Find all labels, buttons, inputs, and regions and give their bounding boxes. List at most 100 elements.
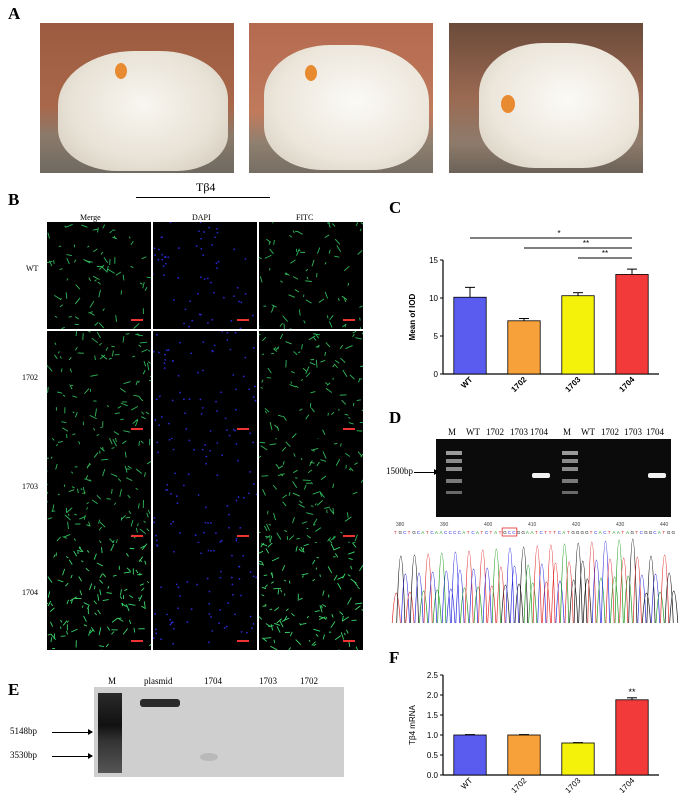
fitc-cell [324, 291, 328, 299]
fitc-cell [141, 587, 145, 592]
gel-d-lane-label: WT [466, 427, 480, 437]
fitc-cell [125, 604, 130, 612]
fitc-cell [79, 590, 83, 596]
dapi-dot [203, 531, 206, 534]
micrograph-1704-merge [47, 543, 151, 650]
fitc-cell [118, 617, 122, 619]
base-call: T [394, 530, 397, 535]
fitc-cell [268, 625, 274, 628]
trace-peak [496, 566, 506, 624]
fitc-cell [148, 349, 151, 352]
fitc-cell [265, 535, 271, 539]
fitc-cell [311, 259, 315, 267]
fitc-cell [137, 503, 140, 509]
dapi-dot [253, 483, 255, 485]
fitc-cell [311, 641, 316, 646]
fitc-cell [57, 493, 60, 496]
fitc-cell [263, 574, 268, 577]
fitc-cell [299, 622, 302, 626]
fitc-cell [127, 494, 131, 499]
fitc-cell [268, 523, 272, 526]
fitc-cell [107, 585, 110, 589]
fitc-cell [66, 507, 73, 514]
fitc-cell [338, 649, 340, 650]
significance-marker: ** [628, 687, 636, 697]
fitc-cell [102, 446, 104, 451]
trace-peak [478, 549, 488, 624]
dapi-dot [211, 349, 214, 352]
fitc-cell [320, 459, 327, 462]
micrograph-wt-dapi [153, 222, 257, 329]
base-call: T [408, 530, 411, 535]
fitc-cell [105, 643, 109, 648]
fitc-cell [93, 600, 97, 605]
fitc-cell [288, 294, 296, 298]
fitc-cell [106, 498, 111, 500]
fitc-cell [47, 500, 48, 503]
dapi-dot [207, 522, 209, 524]
mrna-bar-chart: 0.0 0.5 1.0 1.5 2.0 2.5 Tβ4 mRNA WT 1702 1703 1704… [408, 671, 659, 795]
fitc-cell [281, 617, 290, 622]
fitc-cell [135, 527, 138, 533]
fitc-cell [357, 250, 363, 255]
fitc-cell [146, 276, 151, 279]
fitc-cell [282, 315, 288, 322]
dapi-dot [210, 616, 213, 618]
dapi-dot [232, 593, 234, 596]
dapi-dot [164, 353, 166, 356]
dapi-dot [193, 448, 196, 451]
fitc-cell [68, 489, 75, 493]
base-call: A [530, 530, 534, 535]
fitc-cell [123, 571, 132, 574]
fitc-cell [144, 560, 147, 565]
dapi-dot [158, 351, 160, 354]
dapi-dot [216, 474, 219, 477]
row-label-1703: 1703 [22, 482, 38, 491]
fitc-cell [139, 341, 148, 344]
fitc-cell [334, 359, 340, 364]
dapi-dot [200, 237, 203, 240]
dapi-dot [208, 641, 210, 644]
base-call: T [544, 530, 547, 535]
fitc-cell [306, 372, 311, 378]
dapi-dot [227, 602, 230, 604]
fitc-cell [87, 245, 90, 248]
dapi-dot [208, 590, 211, 593]
fitc-cell [289, 234, 293, 238]
fitc-cell [348, 422, 354, 425]
dapi-dot [211, 629, 214, 632]
dapi-dot [206, 277, 209, 280]
trace-peak [637, 574, 647, 624]
fitc-cell [60, 619, 63, 623]
fitc-cell [322, 604, 327, 607]
fitc-cell [135, 419, 139, 427]
fitc-cell [271, 304, 277, 308]
trace-peak [632, 556, 642, 624]
fitc-cell [70, 598, 74, 604]
fitc-cell [352, 402, 355, 407]
fitc-cell [266, 523, 270, 531]
fitc-cell [126, 567, 131, 572]
x-tick-label: 1703 [563, 375, 582, 394]
fitc-cell [292, 230, 295, 234]
dapi-dot [208, 602, 211, 605]
fitc-cell [93, 585, 96, 590]
fitc-cell [298, 249, 301, 252]
trace-peak [410, 554, 419, 624]
fitc-cell [139, 559, 143, 562]
fitc-cell [288, 647, 292, 650]
trace-peak [610, 576, 620, 624]
fitc-cell [288, 492, 291, 496]
fitc-cell [341, 399, 347, 405]
fitc-cell [60, 626, 62, 629]
fitc-cell [86, 507, 89, 510]
fitc-cell [261, 586, 267, 590]
gel-e-lane-label: 1704 [204, 676, 222, 686]
dapi-dot [163, 274, 166, 277]
fitc-cell [312, 491, 321, 495]
fitc-cell [328, 321, 333, 328]
trace-peak [396, 555, 406, 624]
dapi-dot [182, 398, 185, 401]
base-call: G [649, 530, 653, 535]
fitc-cell [148, 643, 151, 647]
